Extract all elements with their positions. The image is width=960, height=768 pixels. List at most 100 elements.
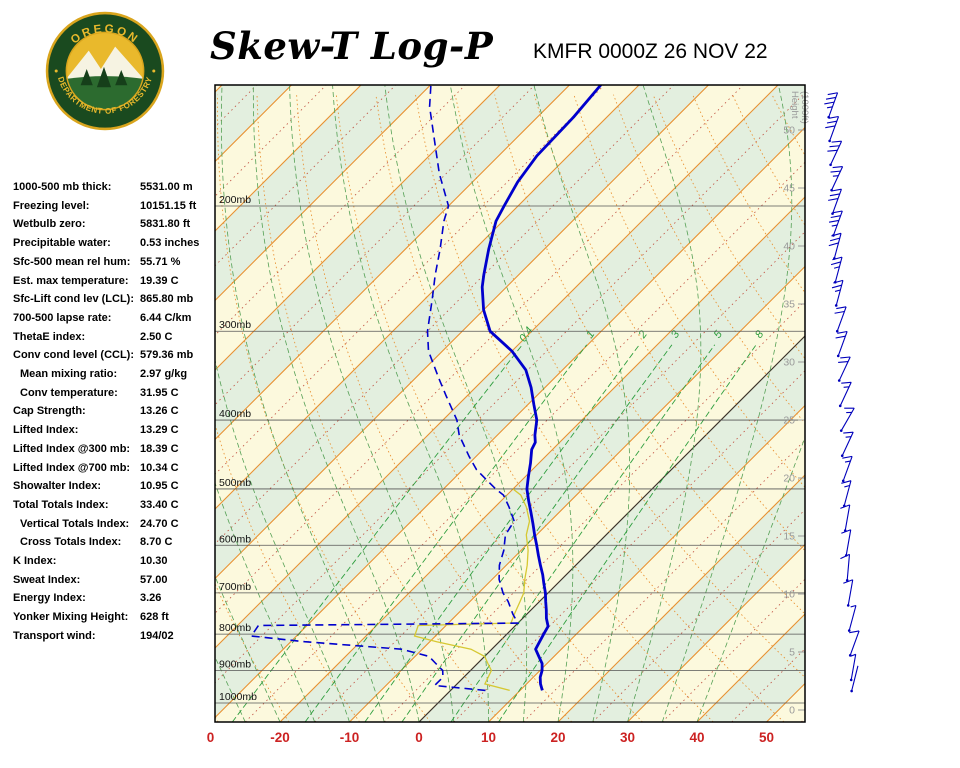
odf-logo: OREGON DEPARTMENT OF FORESTRY [45,11,165,131]
stat-value: 13.29 C [140,424,179,437]
stat-row: K Index: 10.30 [13,552,218,571]
stat-label: Wetbulb zero: [13,218,86,231]
pressure-label: 200mb [219,194,251,206]
wind-barb [834,306,847,333]
stat-row: Sfc-500 mean rel hum: 55.71 % [13,253,218,272]
logo-mountain [66,46,144,82]
wind-barb [828,188,842,215]
temperature-trace [480,85,603,691]
stat-row: Cross Totals Index: 8.70 C [13,533,218,552]
stat-row: Mean mixing ratio: 2.97 g/kg [13,365,218,384]
stat-label: Lifted Index @700 mb: [13,461,131,474]
wind-barb [835,330,848,358]
mixing-ratio-label: 1 [584,329,597,341]
logo-dot-left [54,69,58,73]
stat-row: 700-500 lapse rate: 6.44 C/km [13,309,218,328]
stat-label: Cross Totals Index: [20,536,122,549]
stat-label: Sfc-500 mean rel hum: [13,255,131,268]
stat-value: 579.36 mb [140,349,194,362]
stat-label: Precipitable water: [13,237,111,250]
temp-axis-label: 0 [415,730,423,745]
stat-row: Cap Strength: 13.26 C [13,402,218,421]
stat-row: Freezing level: 10151.15 ft [13,197,218,216]
stat-label: Cap Strength: [13,405,86,418]
stat-value: 8.70 C [140,536,173,549]
stat-value: 18.39 C [140,442,179,455]
stat-row: Sfc-Lift cond lev (LCL): 865.80 mb [13,290,218,309]
wind-barb [824,92,839,119]
stat-label: Vertical Totals Index: [20,517,130,530]
height-tick-label: 30 [783,357,795,369]
logo-scene [66,32,144,110]
wind-barb [850,665,859,693]
temp-axis-label: -20 [270,730,290,745]
wind-barb [838,381,852,408]
stat-label: Freezing level: [13,199,90,212]
stat-row: Total Totals Index: 33.40 C [13,496,218,515]
pressure-label: 800mb [219,622,251,634]
stat-value: 194/02 [140,629,174,642]
wind-barb [849,653,857,682]
stat-row: ThetaE index: 2.50 C [13,328,218,347]
stat-row: Yonker Mixing Height: 628 ft [13,608,218,627]
stat-label: Lifted Index @300 mb: [13,442,131,455]
stat-label: Mean mixing ratio: [20,368,118,381]
wind-barb [828,210,843,237]
logo-trees [80,66,128,88]
wind-barb [825,115,840,143]
wind-barb [840,431,854,458]
pressure-label: 700mb [219,581,251,593]
wetbulb-trace [413,488,531,692]
temp-axis-label: 50 [759,730,774,745]
height-tick-label: 35 [783,299,795,311]
wind-barb [848,630,860,657]
stat-row: Showalter Index: 10.95 C [13,477,218,496]
stat-row: Lifted Index @700 mb: 10.34 C [13,459,218,478]
stat-value: 0.53 inches [140,237,200,250]
stat-row: 1000-500 mb thick: 5531.00 m [13,178,218,197]
height-tick-label: 45 [783,183,795,195]
stat-value: 33.40 C [140,498,179,511]
stat-label: Yonker Mixing Height: [13,611,129,624]
stat-label: Transport wind: [13,629,96,642]
temp-axis-label: 40 [689,730,704,745]
height-tick-label: 25 [783,415,795,427]
stat-label: Total Totals Index: [13,498,109,511]
temp-axis-label: 0 [207,730,215,745]
stat-label: Lifted Index: [13,424,79,437]
wind-barb [843,579,854,607]
wind-barb [837,356,851,382]
stat-label: Conv cond level (CCL): [13,349,135,362]
stat-value: 31.95 C [140,386,179,399]
height-tick-label: 40 [783,241,795,253]
height-tick-label: 15 [783,531,795,543]
height-tick-label: 20 [783,473,795,485]
wind-barb [830,256,843,284]
stat-row: Wetbulb zero: 5831.80 ft [13,215,218,234]
stat-label: Conv temperature: [20,386,118,399]
indices-panel: 1000-500 mb thick: 5531.00 m Freezing leve… [13,178,218,646]
height-tick-label: 10 [783,589,795,601]
wind-barb [840,553,851,582]
height-tick-label: 50 [783,125,795,137]
stat-value: 10151.15 ft [140,199,197,212]
stat-value: 5531.00 m [140,181,193,193]
temp-axis-label: 30 [620,730,635,745]
stat-row: Sweat Index: 57.00 [13,571,218,590]
stat-value: 865.80 mb [140,293,194,306]
stat-label: Sweat Index: [13,573,81,586]
stat-value: 628 ft [140,611,169,624]
wind-barb [840,504,851,532]
page-title: Skew-T Log-P [210,24,494,68]
height-axis-label: Height [789,91,800,119]
station-id: KMFR 0000Z 26 NOV 22 [533,40,768,63]
wind-barb [841,529,852,557]
wind-barb [827,140,843,167]
pressure-label: 400mb [219,408,251,420]
stat-value: 10.30 [140,555,168,568]
stat-label: Showalter Index: [13,480,102,493]
stat-value: 19.39 C [140,274,179,287]
stat-row: Transport wind: 194/02 [13,627,218,646]
wind-barb [841,480,852,508]
stat-value: 3.26 [140,592,162,605]
